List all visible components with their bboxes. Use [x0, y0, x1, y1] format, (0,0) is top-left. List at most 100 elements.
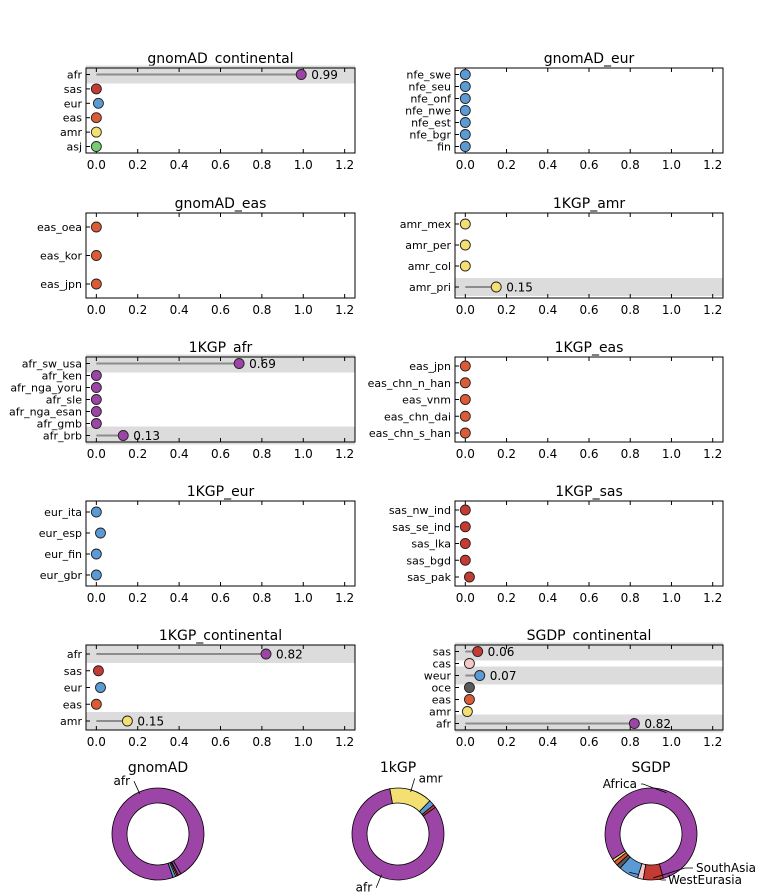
pie-slice-afr — [351, 788, 445, 881]
panel-title: SGDP_continental — [527, 628, 652, 644]
point-eur_ita — [90, 506, 102, 518]
x-tick-label: 0.2 — [128, 447, 147, 461]
x-tick-label: 0.6 — [211, 735, 230, 749]
point-afr_brb — [117, 430, 129, 441]
x-tick-label: 0.6 — [579, 591, 598, 605]
pie-title: 1kGP — [380, 760, 416, 776]
x-tick-label: 0.8 — [621, 158, 640, 172]
panel-1KGP_sas: 1KGP_sas 0.0 0.2 0.4 0.6 0.8 1.0 1.2 sas_nw_inds… — [389, 484, 724, 605]
panel-title: 1KGP_eur — [187, 484, 255, 500]
pie-label: Africa — [603, 777, 637, 791]
data-label: 0.15 — [137, 715, 164, 729]
point-eas — [463, 694, 475, 705]
x-tick-label: 0.6 — [579, 158, 598, 172]
y-tick-label: afr — [67, 648, 83, 661]
x-tick-label: 0.8 — [252, 447, 271, 461]
point-nfe_est — [459, 117, 471, 128]
x-tick-label: 1.0 — [294, 735, 313, 749]
y-tick-label: eur — [64, 682, 83, 695]
y-tick-label: sas_pak — [407, 571, 451, 584]
leader-line — [375, 874, 382, 888]
y-tick-label: amr — [60, 126, 82, 139]
pie-slice-Africa — [604, 787, 698, 879]
point-afr — [260, 648, 272, 660]
y-tick-label: amr_col — [408, 260, 451, 273]
panel-1KGP_afr: 1KGP_afr 0.0 0.2 0.4 0.6 0.8 1.0 1.2 afr_sw_usa 0… — [9, 340, 356, 461]
x-tick-label: 0.0 — [87, 735, 106, 749]
x-tick-label: 0.4 — [538, 158, 557, 172]
point-eas_kor — [90, 250, 102, 261]
point-amr — [90, 126, 102, 138]
x-tick-label: 0.8 — [252, 303, 271, 317]
point-eur_esp — [95, 527, 106, 539]
y-tick-label: sas_se_ind — [392, 521, 451, 534]
point-amr_per — [459, 239, 471, 251]
panel-1KGP_amr: 1KGP_amr 0.0 0.2 0.4 0.6 0.8 1.0 1.2 amr_mex amr_… — [400, 196, 724, 317]
x-tick-label: 0.2 — [497, 447, 516, 461]
x-tick-label: 0.2 — [128, 303, 147, 317]
point-eas_chn_dai — [459, 410, 471, 422]
panel-title: gnomAD_continental — [147, 51, 293, 67]
x-tick-label: 0.4 — [538, 735, 557, 749]
x-tick-label: 0.6 — [211, 303, 230, 317]
panel-gnomAD_continental: gnomAD_continental 0.0 0.2 0.4 0.6 0.8 1.0 1.2 a… — [60, 51, 356, 172]
x-tick-label: 0.8 — [252, 735, 271, 749]
y-tick-label: cas — [432, 658, 451, 671]
y-tick-label: eas_jpn — [40, 278, 82, 291]
panel-1KGP_eas: 1KGP_eas 0.0 0.2 0.4 0.6 0.8 1.0 1.2 eas_jpn eas_… — [368, 340, 724, 461]
pie-label: amr — [419, 771, 443, 785]
x-tick-label: 0.0 — [456, 591, 475, 605]
x-tick-label: 0.0 — [456, 447, 475, 461]
y-tick-label: eur_esp — [39, 527, 82, 540]
y-tick-label: afr_sw_usa — [22, 358, 82, 371]
y-tick-label: eas_vnm — [402, 394, 451, 407]
leader-line — [653, 867, 693, 879]
x-tick-label: 0.0 — [456, 158, 475, 172]
x-tick-label: 0.8 — [252, 158, 271, 172]
point-cas — [463, 658, 475, 669]
point-amr — [461, 706, 473, 717]
x-tick-label: 0.2 — [497, 303, 516, 317]
y-tick-label: afr — [67, 69, 83, 82]
y-tick-label: afr_nga_yoru — [10, 382, 82, 395]
x-tick-label: 0.8 — [621, 591, 640, 605]
panel-SGDP_continental: SGDP_continental 0.0 0.2 0.4 0.6 0.8 1.0 1.2 sas… — [424, 628, 724, 749]
y-tick-label: eas — [63, 698, 83, 711]
point-sas_bgd — [459, 554, 471, 566]
x-tick-label: 0.2 — [128, 158, 147, 172]
x-tick-label: 0.4 — [170, 735, 189, 749]
x-tick-label: 1.0 — [662, 158, 681, 172]
axes-frame — [454, 67, 724, 154]
y-tick-label: sas_lka — [411, 538, 451, 551]
y-tick-label: sas — [433, 646, 451, 659]
x-tick-label: 0.2 — [128, 591, 147, 605]
highlight-band — [86, 712, 355, 730]
highlight-band — [455, 666, 723, 685]
pie-slice-afr — [111, 787, 205, 881]
point-sas_nw_ind — [459, 504, 471, 516]
point-sas — [472, 646, 484, 657]
x-tick-label: 1.0 — [294, 303, 313, 317]
data-label: 0.69 — [249, 357, 276, 371]
x-tick-label: 0.0 — [87, 158, 106, 172]
axes-frame — [85, 500, 356, 587]
point-nfe_swe — [459, 69, 471, 80]
point-eas_oea — [90, 221, 102, 233]
point-oce — [463, 682, 475, 693]
x-tick-label: 0.8 — [621, 303, 640, 317]
panel-gnomAD_eur: gnomAD_eur 0.0 0.2 0.4 0.6 0.8 1.0 1.2 nfe_swenf… — [405, 51, 724, 172]
point-nfe_nwe — [459, 105, 471, 116]
point-eas_chn_s_han — [459, 427, 471, 439]
highlight-band — [455, 642, 723, 661]
data-label: 0.13 — [133, 429, 160, 443]
x-tick-label: 0.0 — [87, 447, 106, 461]
y-tick-label: nfe_nwe — [405, 105, 451, 118]
x-tick-label: 0.6 — [579, 735, 598, 749]
point-eur_fin — [90, 548, 102, 560]
point-nfe_bgr — [459, 129, 471, 140]
x-tick-label: 1.0 — [294, 591, 313, 605]
y-tick-label: afr_nga_esan — [9, 406, 82, 419]
point-amr_mex — [459, 218, 471, 230]
